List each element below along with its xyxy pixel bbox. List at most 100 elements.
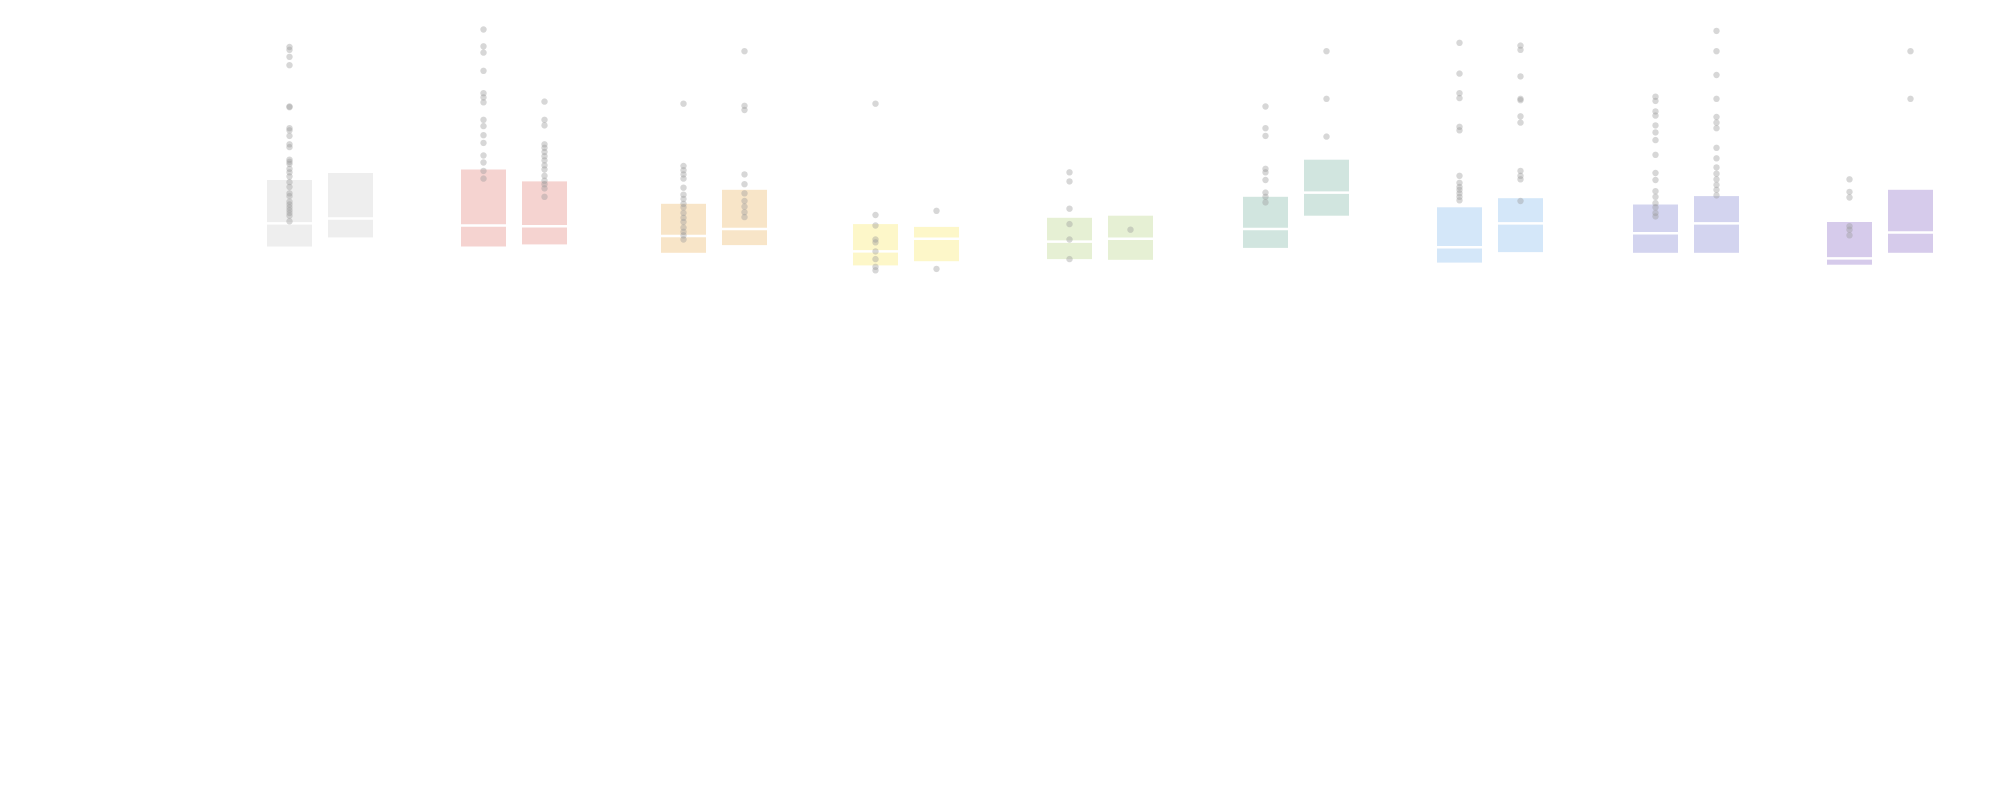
- outlier-point-0-0-20: [286, 192, 293, 200]
- outlier-point-1-1-11: [541, 177, 548, 184]
- outlier-point-8-0-5: [1846, 232, 1853, 239]
- outlier-point-7-1-14: [1713, 192, 1720, 199]
- outlier-point-1-1-10: [541, 172, 548, 179]
- outlier-point-0-0-15: [286, 169, 293, 176]
- outlier-point-6-1-0: [1517, 42, 1524, 49]
- outlier-point-6-1-5: [1517, 113, 1524, 120]
- outlier-point-1-0-0: [480, 26, 487, 33]
- outlier-point-1-0-12: [480, 159, 487, 166]
- outlier-point-1-1-3: [541, 141, 548, 148]
- outlier-point-3-0-6: [872, 255, 879, 263]
- outlier-point-2-1-5: [741, 190, 748, 197]
- outlier-point-6-1-8: [1517, 172, 1524, 179]
- outlier-point-1-0-4: [480, 90, 487, 97]
- outlier-point-5-1-0: [1323, 48, 1330, 55]
- outlier-point-2-1-6: [741, 197, 748, 205]
- outlier-point-3-0-8: [872, 267, 879, 274]
- outlier-point-2-0-5: [680, 184, 687, 191]
- outlier-point-2-0-10: [680, 209, 687, 217]
- outlier-point-2-1-3: [741, 171, 748, 178]
- outlier-point-1-0-7: [480, 116, 487, 124]
- outlier-point-8-0-4: [1846, 226, 1853, 233]
- outlier-point-6-0-12: [1456, 197, 1463, 204]
- outlier-point-1-0-8: [480, 122, 487, 130]
- outlier-point-4-0-3: [1066, 220, 1073, 228]
- box-6-1: [1498, 198, 1543, 253]
- outlier-point-3-0-2: [872, 222, 879, 229]
- outlier-point-2-0-4: [680, 175, 687, 182]
- outlier-point-4-1-0: [1127, 226, 1134, 233]
- box-3-0: [853, 224, 898, 266]
- outlier-point-0-0-18: [286, 183, 293, 191]
- outlier-point-5-0-7: [1262, 193, 1269, 200]
- outlier-point-0-0-25: [286, 209, 293, 217]
- outlier-point-3-1-1: [933, 265, 940, 273]
- outlier-point-0-0-22: [286, 201, 293, 208]
- outlier-point-2-0-15: [680, 232, 687, 239]
- outlier-point-7-0-3: [1652, 112, 1659, 119]
- outlier-point-3-1-0: [933, 207, 940, 214]
- outlier-point-7-0-10: [1652, 188, 1659, 195]
- outlier-point-6-0-9: [1456, 186, 1463, 193]
- outlier-point-1-0-2: [480, 49, 487, 56]
- outlier-point-0-0-13: [286, 160, 293, 168]
- outlier-point-7-0-5: [1652, 129, 1659, 136]
- outlier-point-7-0-4: [1652, 122, 1659, 129]
- outlier-point-0-0-16: [286, 173, 293, 180]
- outlier-point-0-0-0: [286, 43, 293, 51]
- outlier-point-1-1-8: [541, 162, 548, 169]
- outlier-point-2-0-14: [680, 228, 687, 235]
- box-0-0: [267, 180, 312, 247]
- outlier-point-1-0-13: [480, 167, 487, 175]
- outlier-point-1-0-10: [480, 139, 487, 147]
- box-2-1: [722, 189, 767, 246]
- outlier-point-7-0-7: [1652, 151, 1659, 158]
- outlier-point-1-1-5: [541, 148, 548, 156]
- outlier-point-2-1-1: [741, 102, 748, 110]
- outlier-point-5-0-4: [1262, 169, 1269, 176]
- box-8-1: [1888, 189, 1933, 253]
- box-2-0: [661, 203, 706, 253]
- outlier-point-6-0-6: [1456, 172, 1463, 179]
- outlier-point-7-1-9: [1713, 164, 1720, 171]
- outlier-point-0-0-24: [286, 206, 293, 214]
- outlier-point-4-0-2: [1066, 205, 1073, 212]
- outlier-point-6-1-7: [1517, 167, 1524, 175]
- outlier-point-5-0-3: [1262, 165, 1269, 172]
- outlier-point-7-1-13: [1713, 186, 1720, 193]
- outlier-point-0-0-26: [286, 212, 293, 219]
- outlier-point-6-0-7: [1456, 179, 1463, 186]
- outlier-point-8-0-1: [1846, 188, 1853, 196]
- outlier-point-7-1-0: [1713, 27, 1720, 35]
- outlier-point-6-1-6: [1517, 119, 1524, 126]
- outlier-point-5-0-0: [1262, 103, 1269, 110]
- outlier-point-6-0-11: [1456, 193, 1463, 200]
- outlier-point-6-1-9: [1517, 176, 1524, 183]
- outlier-point-7-0-8: [1652, 169, 1659, 177]
- outlier-point-6-1-1: [1517, 46, 1524, 53]
- outlier-point-2-0-1: [680, 162, 687, 170]
- outlier-point-1-1-0: [541, 98, 548, 105]
- outlier-point-0-0-5: [286, 104, 293, 111]
- outlier-point-7-1-3: [1713, 95, 1720, 103]
- outlier-point-7-0-9: [1652, 176, 1659, 184]
- outlier-point-6-0-4: [1456, 123, 1463, 130]
- outlier-point-7-0-12: [1652, 199, 1659, 207]
- outlier-point-3-0-3: [872, 236, 879, 243]
- outlier-point-4-0-1: [1066, 178, 1073, 185]
- outlier-point-3-0-5: [872, 248, 879, 255]
- outlier-point-0-0-4: [286, 103, 293, 110]
- outlier-point-0-0-10: [286, 143, 293, 151]
- outlier-point-1-1-2: [541, 122, 548, 129]
- outlier-point-8-1-0: [1907, 48, 1914, 55]
- box-0-1: [328, 173, 373, 238]
- outlier-point-0-0-2: [286, 53, 293, 60]
- outlier-point-7-1-6: [1713, 125, 1720, 132]
- outlier-point-1-1-6: [541, 153, 548, 160]
- outlier-point-1-1-13: [541, 185, 548, 192]
- outlier-point-1-0-14: [480, 175, 487, 182]
- outlier-point-4-0-4: [1066, 236, 1073, 243]
- outlier-point-7-0-2: [1652, 108, 1659, 115]
- outlier-point-1-1-9: [541, 166, 548, 173]
